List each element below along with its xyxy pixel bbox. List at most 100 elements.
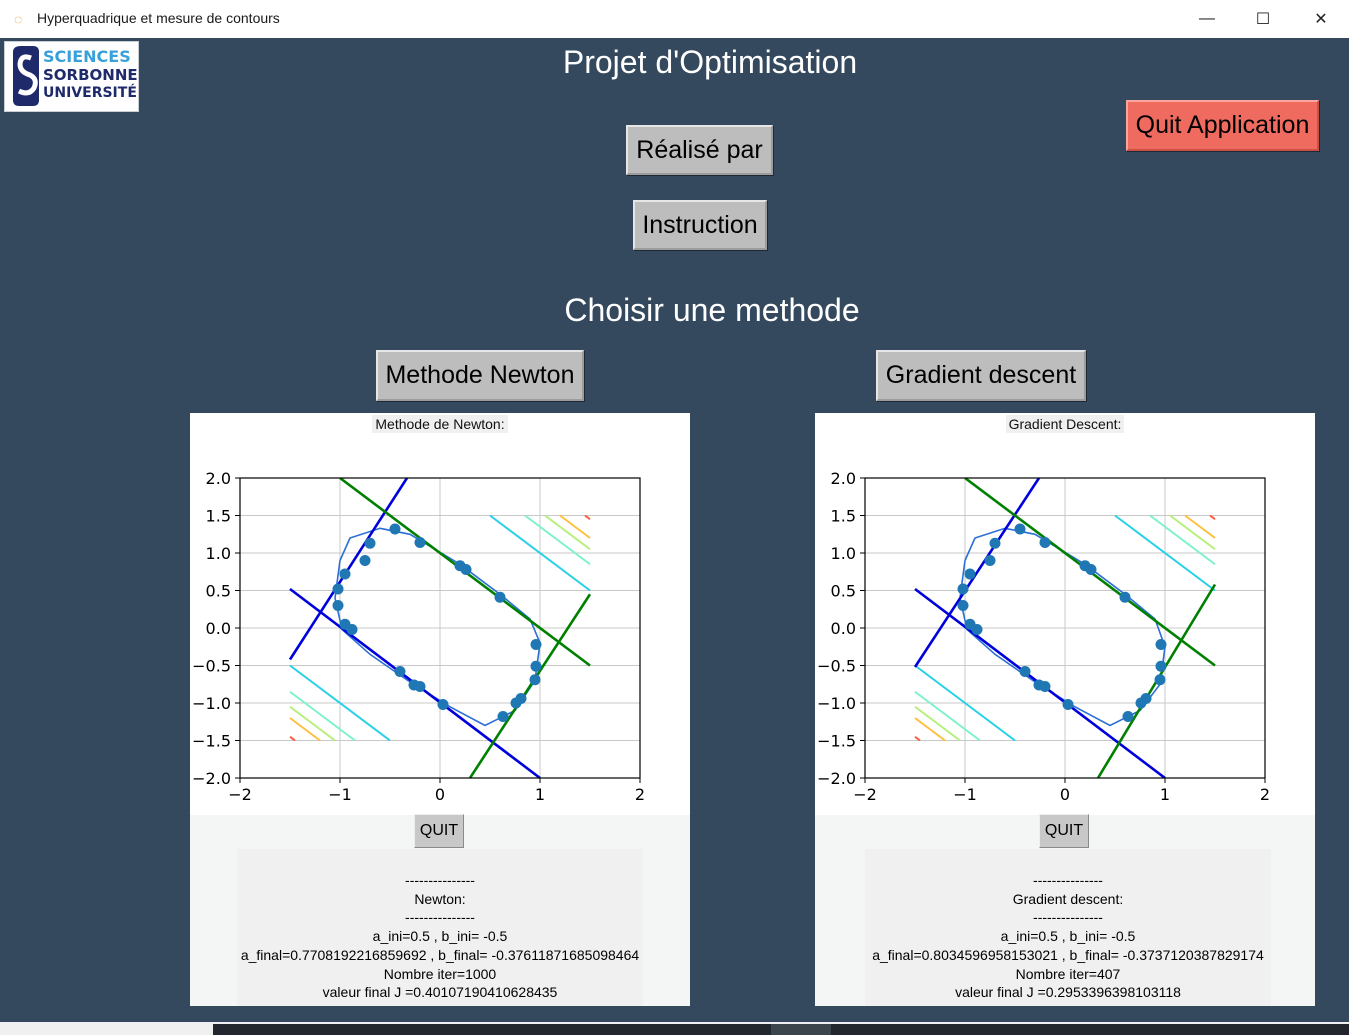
data-point	[1154, 674, 1166, 686]
data-point	[364, 537, 376, 549]
info-line: a_final=0.7708192216859692 , b_final= -0…	[240, 946, 640, 963]
info-line: Nombre iter=1000	[383, 965, 497, 982]
newton-plot-title: Methode de Newton:	[190, 415, 690, 433]
data-point	[1039, 681, 1051, 692]
realise-par-button[interactable]: Réalisé par	[626, 125, 773, 175]
data-point	[332, 600, 344, 611]
contour-line	[584, 514, 591, 521]
gradient-info-box: --------------- Gradient descent: ------…	[865, 849, 1271, 1006]
quit-application-button[interactable]: Quit Application	[1126, 100, 1319, 151]
plot-content	[288, 478, 592, 778]
tangent-line	[913, 478, 1041, 668]
sorbonne-logo: SCIENCES SORBONNE UNIVERSITÉ	[4, 41, 139, 112]
contour-line	[914, 705, 961, 742]
data-point	[984, 555, 996, 566]
methode-newton-button[interactable]: Methode Newton	[376, 350, 584, 401]
y-tick-label: −1.5	[817, 732, 856, 751]
y-tick-label: 1.5	[206, 507, 231, 526]
choose-method-heading: Choisir une methode	[564, 292, 860, 328]
data-point	[1119, 591, 1131, 603]
logo-line2: SORBONNE	[43, 66, 138, 84]
data-point	[394, 666, 406, 677]
contour-line	[559, 514, 591, 539]
contour-line	[289, 664, 391, 742]
gradient-plot-title: Gradient Descent:	[815, 415, 1315, 433]
y-tick-label: −1.0	[817, 694, 856, 713]
data-point	[359, 555, 371, 566]
x-tick-label: −2	[853, 785, 877, 804]
x-tick-label: 2	[1260, 785, 1270, 804]
data-point	[497, 711, 509, 722]
data-point	[971, 624, 983, 635]
x-tick-label: −1	[953, 785, 977, 804]
info-line: valeur final J =0.40107190410628435	[322, 984, 558, 1001]
info-line: ---------------	[405, 909, 475, 926]
data-point	[989, 537, 1001, 549]
data-point	[414, 537, 426, 548]
y-tick-label: 0.5	[831, 582, 856, 601]
data-point	[1135, 697, 1147, 709]
data-point	[530, 639, 542, 650]
x-tick-label: −2	[228, 785, 252, 804]
newton-panel: Methode de Newton: −2 −1 0 1 2 2.0 1.5 1.0 0.5 0.…	[190, 413, 690, 1006]
info-line: Nombre iter=407	[1015, 965, 1121, 982]
contour-line	[914, 664, 1016, 742]
data-point	[530, 660, 542, 672]
gradient-plot-area: Gradient Descent: −2 −1 0 1 2 2.0 1.5 1.0 0.5 0.0…	[815, 413, 1315, 815]
contour-line	[914, 690, 981, 742]
instruction-button[interactable]: Instruction	[633, 200, 767, 250]
contour-line	[1169, 514, 1216, 551]
contour-line	[914, 717, 946, 742]
data-point	[510, 697, 522, 709]
contour-line	[289, 735, 296, 742]
info-line: a_ini=0.5 , b_ini= -0.5	[372, 928, 508, 945]
y-tick-label: −1.5	[192, 732, 231, 751]
y-tick-label: 0.0	[831, 619, 856, 638]
data-point	[1085, 564, 1097, 575]
y-tick-label: −0.5	[817, 657, 856, 676]
logo-graphic: SCIENCES SORBONNE UNIVERSITÉ	[13, 46, 138, 106]
title-bar: ◌ Hyperquadrique et mesure de contours —…	[0, 0, 1349, 38]
data-point	[1062, 699, 1074, 710]
taskbar-item[interactable]	[771, 1024, 831, 1035]
tangent-line	[288, 478, 409, 661]
data-point	[1155, 660, 1167, 672]
y-tick-label: 0.0	[206, 619, 231, 638]
data-point	[957, 600, 969, 611]
y-tick-label: 0.5	[206, 582, 231, 601]
data-point	[957, 583, 969, 595]
minimize-icon[interactable]: —	[1199, 10, 1215, 27]
close-icon[interactable]: ✕	[1314, 11, 1328, 28]
contour-line	[1149, 514, 1216, 566]
x-tick-label: 1	[1160, 785, 1170, 804]
y-tick-label: −1.0	[192, 694, 231, 713]
data-point	[1155, 639, 1167, 650]
y-tick-label: −2.0	[192, 769, 231, 788]
info-line: Newton:	[414, 890, 466, 907]
contour-line	[289, 705, 336, 742]
newton-quit-button[interactable]: QUIT	[414, 814, 464, 848]
data-point	[494, 591, 506, 603]
page-title: Projet d'Optimisation	[562, 44, 858, 80]
maximize-icon[interactable]: ☐	[1255, 11, 1271, 28]
y-tick-label: 1.0	[831, 544, 856, 563]
contour-line	[289, 690, 356, 742]
y-tick-label: 1.0	[206, 544, 231, 563]
logo-line1: SCIENCES	[43, 47, 131, 66]
gradient-quit-button[interactable]: QUIT	[1039, 814, 1089, 848]
gradient-descent-button[interactable]: Gradient descent	[876, 350, 1086, 401]
data-point	[460, 564, 472, 575]
tangent-line	[468, 593, 592, 778]
newton-plot-area: Methode de Newton: −2 −1 0 1 2 2.0 1.5 1.0 0.5 0.…	[190, 413, 690, 815]
data-point	[529, 674, 541, 686]
info-line: valeur final J =0.2953396398103118	[955, 984, 1181, 1001]
x-tick-label: −1	[328, 785, 352, 804]
gradient-plot-title-text: Gradient Descent:	[1005, 415, 1125, 433]
data-point	[1039, 537, 1051, 548]
info-line: Gradient descent:	[1012, 890, 1124, 907]
contour-line	[489, 514, 591, 592]
data-point	[346, 624, 358, 635]
plot-content	[913, 478, 1217, 778]
contour-line	[289, 717, 321, 742]
window-title: Hyperquadrique et mesure de contours	[37, 10, 280, 26]
